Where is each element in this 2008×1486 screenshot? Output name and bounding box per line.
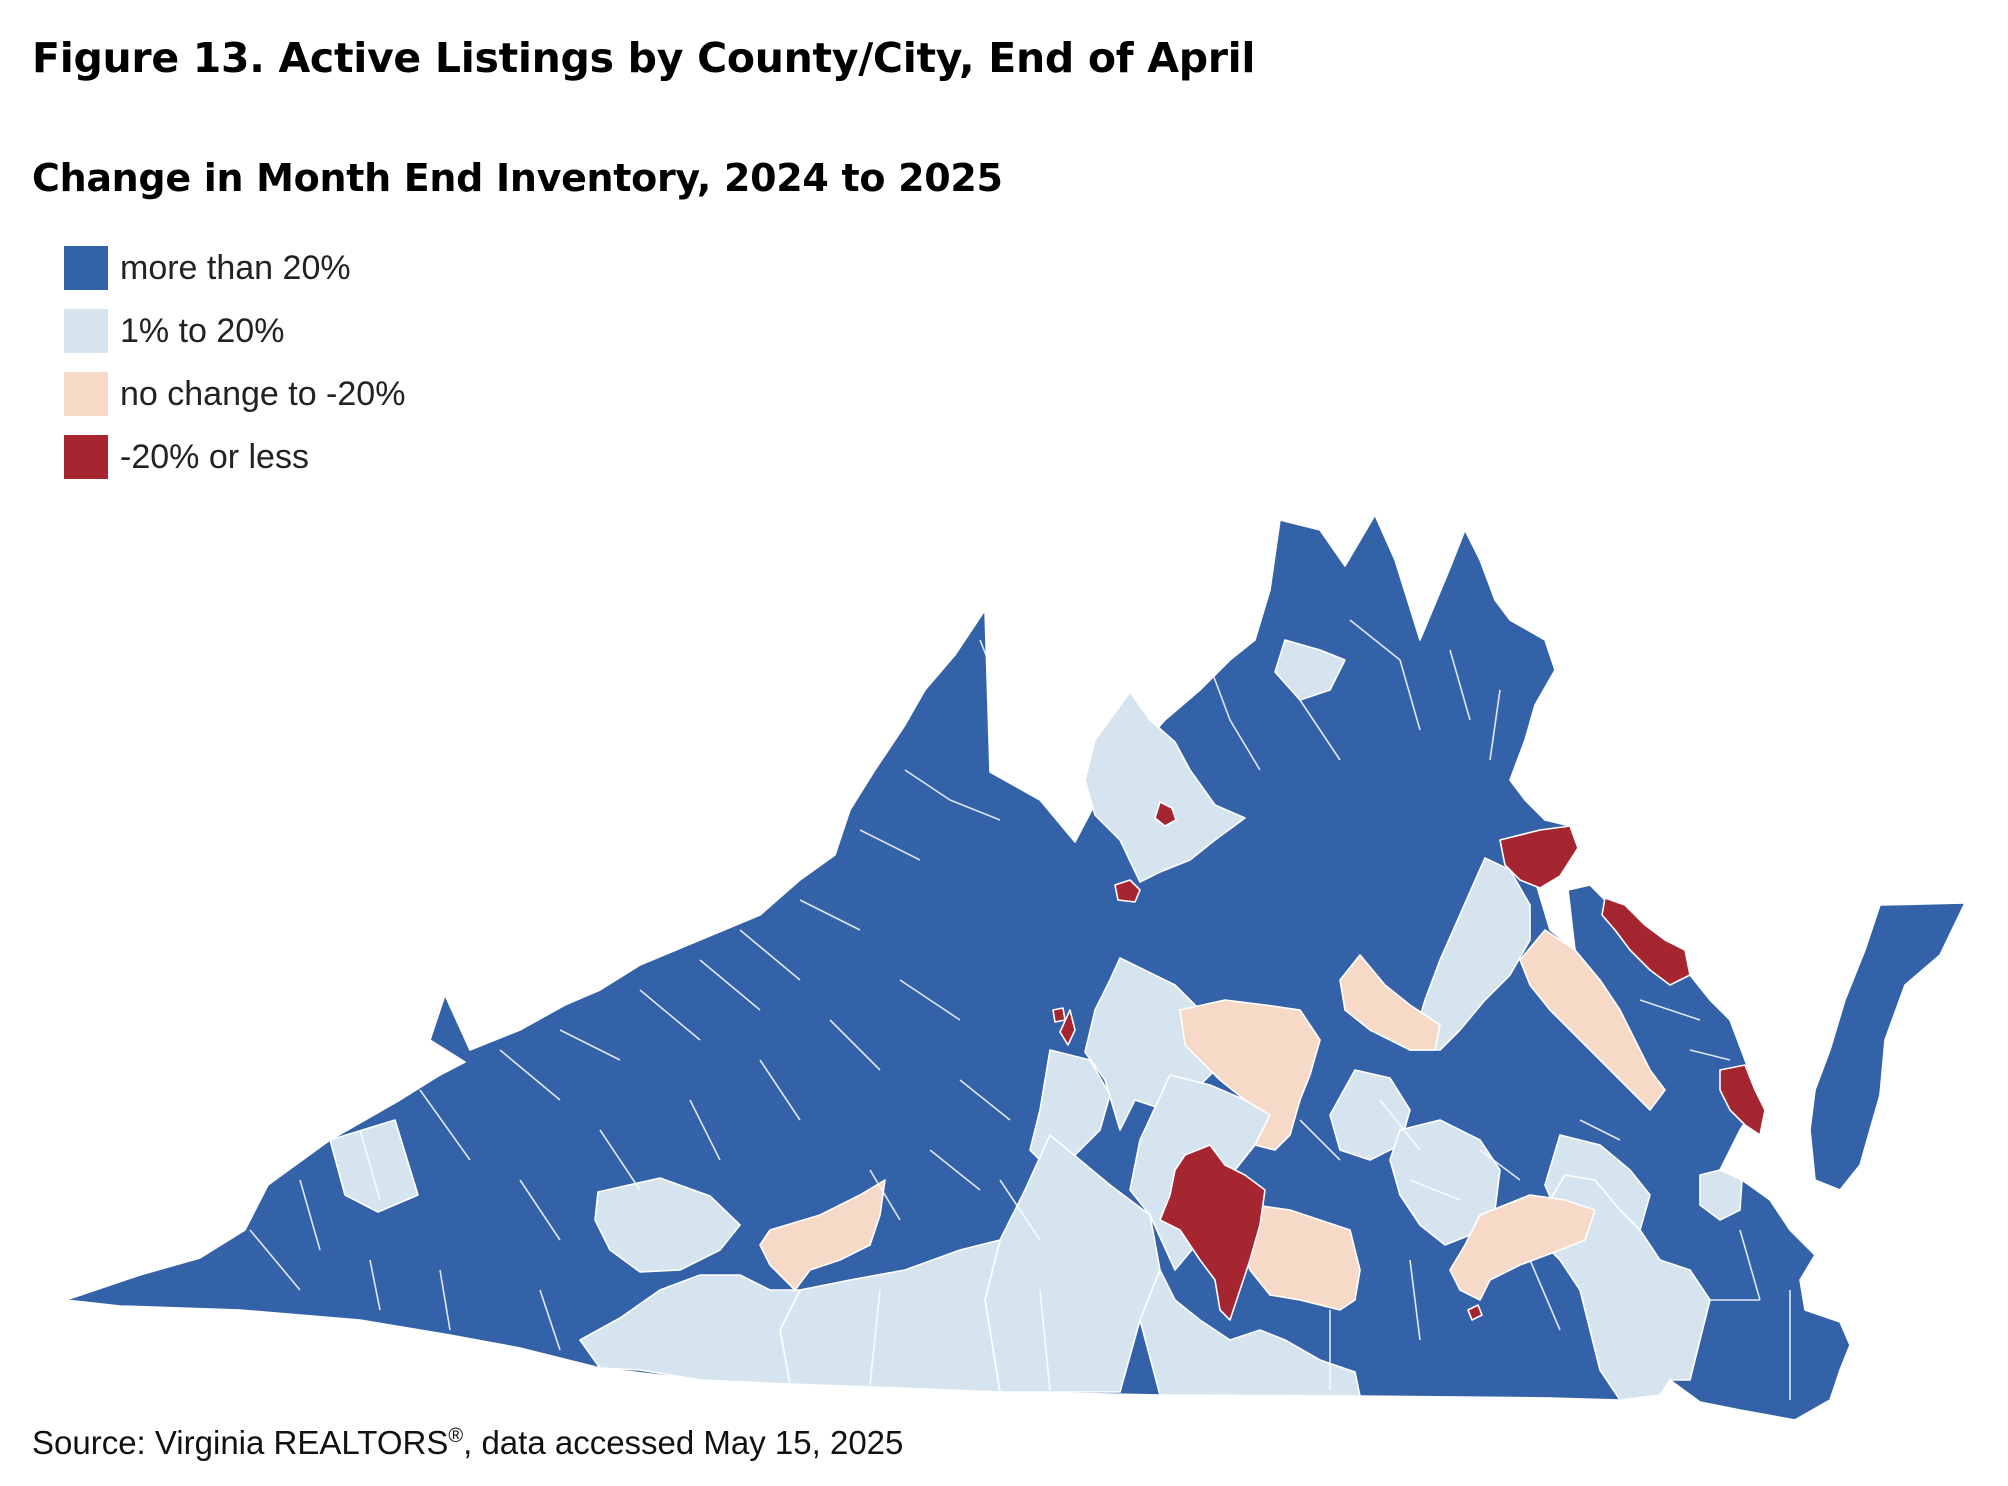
region-1-to-20: [1329, 1069, 1411, 1161]
region-1-to-20: [1409, 857, 1531, 1051]
legend-label: more than 20%: [120, 248, 351, 287]
region-1-to-20: [329, 1119, 419, 1213]
legend-swatch: [64, 435, 108, 479]
legend-swatch: [64, 372, 108, 416]
region-1-to-20: [579, 1274, 801, 1385]
region-minus-20-or-less: [1059, 1009, 1076, 1046]
legend-item-more-than-20: more than 20%: [64, 246, 405, 290]
eastern-shore: [1809, 902, 1966, 1191]
legend-item-no-change-to-minus-20: no change to -20%: [64, 372, 405, 416]
region-no-change-to-minus-20: [1519, 929, 1666, 1111]
region-minus-20-or-less: [1114, 879, 1141, 903]
legend-label: no change to -20%: [120, 374, 406, 413]
figure-subtitle: Change in Month End Inventory, 2024 to 2…: [32, 156, 1003, 200]
map-legend: more than 20% 1% to 20% no change to -20…: [64, 246, 405, 498]
registered-mark: ®: [448, 1425, 464, 1447]
region-minus-20-or-less: [1499, 825, 1579, 889]
region-1-to-20: [1699, 1169, 1743, 1221]
source-note: Source: Virginia REALTORS®, data accesse…: [32, 1424, 903, 1462]
region-no-change-to-minus-20: [759, 1179, 886, 1291]
region-minus-20-or-less: [1601, 897, 1691, 986]
legend-item-1-to-20: 1% to 20%: [64, 309, 405, 353]
region-1-to-20: [1084, 691, 1246, 883]
county-boundaries: [249, 574, 1791, 1400]
region-minus-20-or-less: [1719, 1064, 1766, 1136]
source-suffix: , data accessed May 15, 2025: [463, 1424, 904, 1461]
source-prefix: Source: Virginia REALTORS: [32, 1424, 449, 1461]
region-no-change-to-minus-20: [1449, 1194, 1596, 1301]
legend-swatch: [64, 309, 108, 353]
legend-item-minus-20-or-less: -20% or less: [64, 435, 405, 479]
legend-label: 1% to 20%: [120, 311, 285, 350]
figure-title: Figure 13. Active Listings by County/Cit…: [32, 34, 1256, 82]
legend-label: -20% or less: [120, 437, 309, 476]
region-minus-20-or-less: [1052, 1007, 1066, 1023]
region-no-change-to-minus-20: [1179, 999, 1321, 1151]
region-minus-20-or-less: [1159, 1144, 1266, 1321]
region-minus-20-or-less: [1467, 1304, 1483, 1321]
region-minus-20-or-less: [1154, 801, 1177, 827]
region-1-to-20: [1139, 1269, 1361, 1397]
region-1-to-20: [594, 1177, 741, 1273]
region-1-to-20: [1274, 639, 1346, 701]
region-no-change-to-minus-20: [1339, 954, 1441, 1051]
region-1-to-20: [984, 1134, 1161, 1393]
legend-swatch: [64, 246, 108, 290]
